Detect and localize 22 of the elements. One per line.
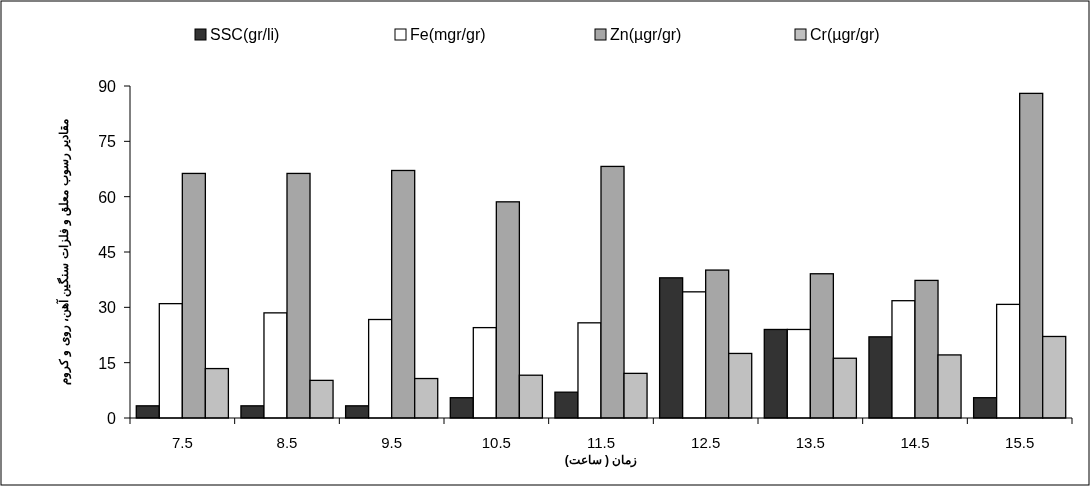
y-tick-label: 30 [98, 299, 117, 317]
x-tick-label: 15.5 [1005, 434, 1035, 451]
y-tick-label: 15 [98, 354, 117, 372]
x-axis-title: زمان ( ساعت) [564, 453, 638, 468]
x-tick-label: 14.5 [900, 434, 930, 451]
x-tick-label: 11.5 [586, 434, 616, 451]
y-tick-label: 45 [98, 244, 117, 261]
x-tick-label: 12.5 [691, 434, 721, 451]
legend-label: SSC(gr/li) [210, 26, 280, 43]
y-tick-label: 0 [107, 410, 117, 427]
y-tick-label: 75 [98, 133, 117, 151]
x-tick-label: 10.5 [481, 434, 511, 451]
x-tick-label: 9.5 [381, 434, 403, 451]
x-tick-label: 8.5 [276, 434, 298, 451]
y-tick-label: 90 [98, 78, 117, 95]
legend-label: Zn(µgr/gr) [610, 26, 682, 43]
x-tick-label: 7.5 [171, 434, 193, 451]
legend-label: Fe(mgr/gr) [410, 26, 486, 43]
legend-label: Cr(µgr/gr) [810, 26, 880, 43]
y-axis-title: مقادیر رسوب معلق و فلزات سنگین آهن، روی و کروم [55, 118, 72, 386]
x-tick-label: 13.5 [795, 434, 825, 451]
y-tick-label: 60 [98, 188, 117, 206]
